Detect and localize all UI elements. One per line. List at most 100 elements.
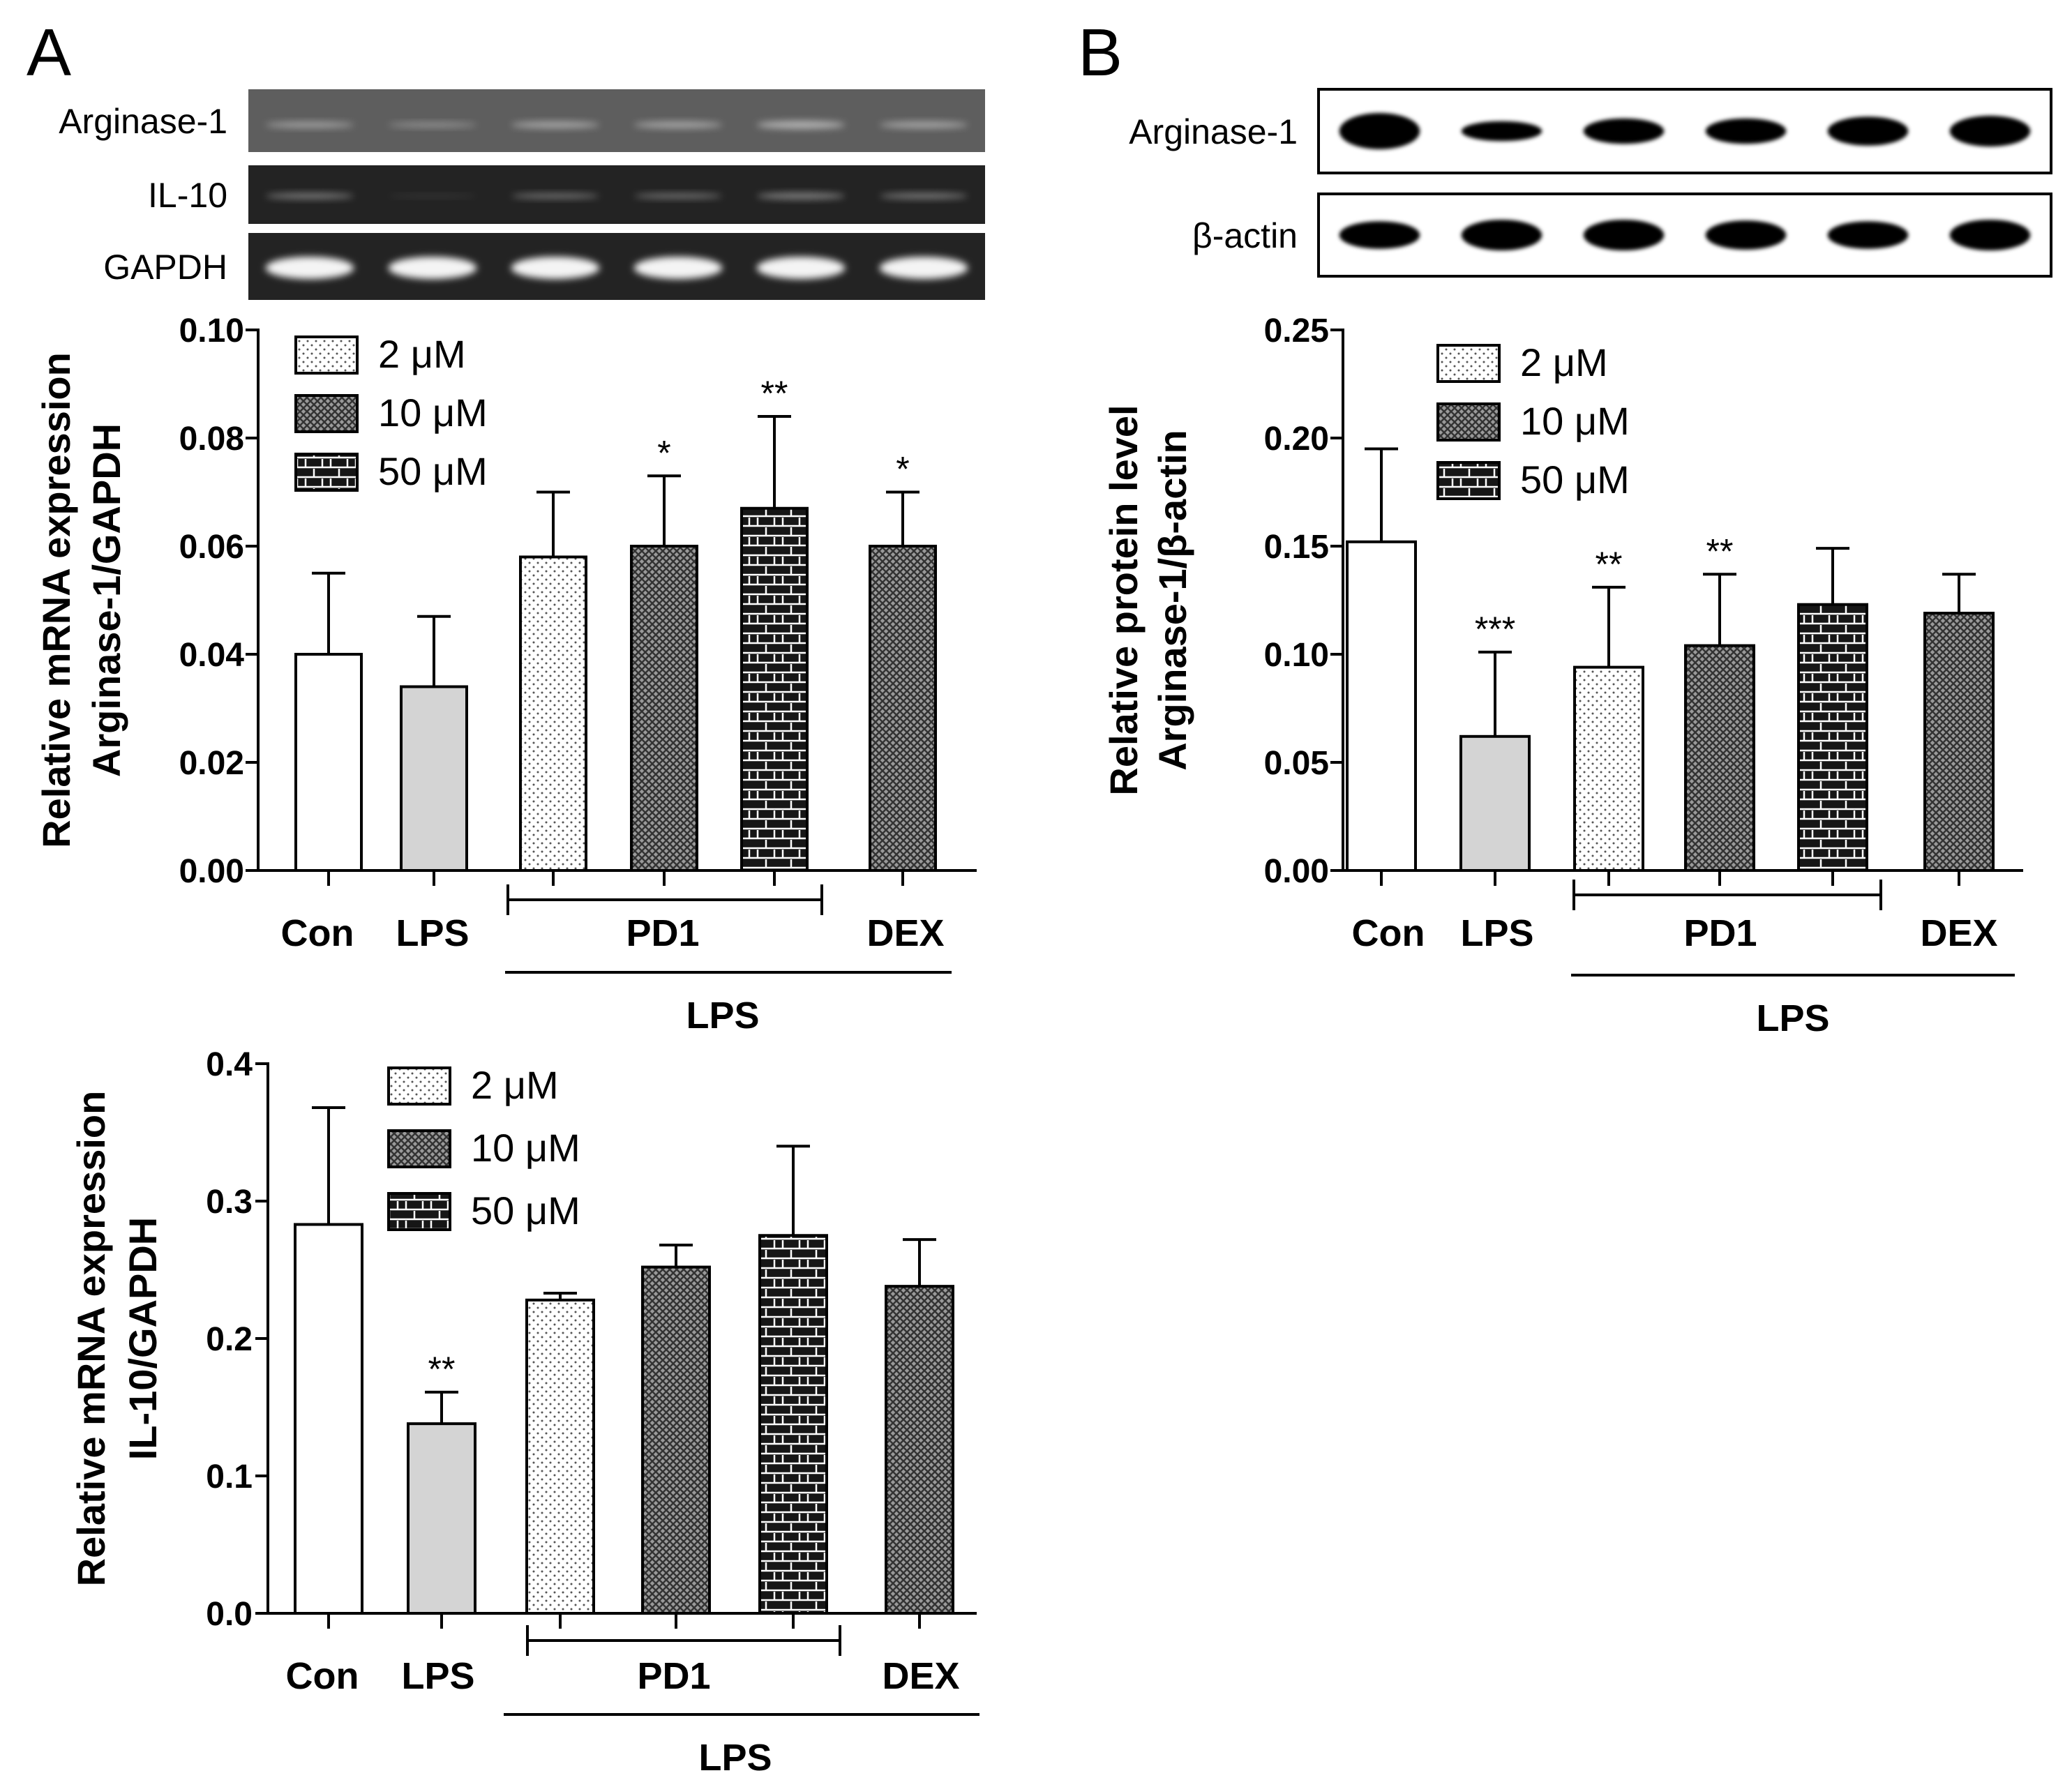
gel-row-label-0: Arginase-1	[59, 102, 227, 141]
y-tick-label: 0.05	[1264, 745, 1329, 782]
legend-label-1: 10 μM	[471, 1126, 580, 1170]
legend-swatch-1	[387, 1129, 451, 1168]
gel-row-0	[1317, 88, 2052, 174]
panel-label-a: A	[27, 15, 71, 90]
bar-4	[740, 506, 809, 872]
gel-band-2-4	[756, 257, 846, 279]
y-tick-label: 0.3	[206, 1184, 253, 1221]
gel-band-0-2	[511, 121, 600, 128]
significance-marker-4: **	[761, 374, 788, 413]
gel-band-1-2	[511, 193, 600, 199]
legend-swatch-2	[1436, 461, 1501, 500]
significance-marker-5: *	[896, 450, 909, 489]
significance-marker-1: **	[428, 1350, 456, 1389]
x-label-con: Con	[1352, 912, 1425, 954]
y-axis-label-line1: Relative mRNA expression	[34, 352, 78, 848]
gel-band-2-1	[388, 257, 477, 279]
bar-chart-arginase-protein: 0.00 0.05 0.10 0.15 0.20 0.25 Relative protein…	[1102, 312, 2023, 1039]
significance-marker-2: **	[1596, 545, 1623, 584]
x-label-lps-group: LPS	[698, 1737, 772, 1779]
gel-row-label-1: IL-10	[148, 176, 227, 215]
gel-band-1-0	[265, 193, 354, 199]
x-label-dex: DEX	[1920, 912, 1997, 954]
blot-band-0-1	[1461, 121, 1542, 142]
x-label-pd1: PD1	[1683, 912, 1757, 954]
legend-label-2: 50 μM	[471, 1189, 580, 1232]
legend-swatch-0	[387, 1066, 451, 1106]
legend-label-0: 2 μM	[378, 332, 466, 376]
significance-marker-3: *	[657, 433, 670, 472]
blot-band-0-3	[1705, 118, 1787, 144]
bar-2	[1573, 665, 1644, 872]
legend-label-0: 2 μM	[1520, 340, 1608, 384]
y-tick-label: 0.00	[1264, 853, 1329, 890]
x-label-dex: DEX	[882, 1655, 959, 1697]
x-label-con: Con	[281, 912, 354, 954]
legend-swatch-0	[1436, 344, 1501, 383]
gel-band-1-4	[756, 193, 846, 199]
blot-band-1-2	[1583, 220, 1665, 250]
y-tick-label: 0.4	[206, 1046, 253, 1083]
gel-band-0-0	[265, 121, 354, 128]
y-tick-label: 0.20	[1264, 421, 1329, 458]
blot-band-1-5	[1949, 220, 2031, 250]
y-axis-label-line2: IL-10/GAPDH	[121, 1217, 165, 1461]
chart-legend: 2 μM 10 μM 50 μM	[1436, 340, 1630, 502]
x-label-lps-group: LPS	[1756, 997, 1829, 1039]
y-tick-label: 0.15	[1264, 529, 1329, 566]
bar-chart-arginase-mrna: 0.00 0.02 0.04 0.06 0.08 0.10 Relative mRNA ex…	[34, 312, 977, 1036]
y-tick-label: 0.1	[206, 1458, 253, 1495]
y-tick-label: 0.10	[1264, 637, 1329, 674]
bar-4	[758, 1234, 828, 1615]
gel-band-1-1	[388, 194, 477, 198]
legend-swatch-2	[387, 1192, 451, 1231]
gel-band-0-4	[756, 121, 846, 129]
y-tick-label: 0.02	[179, 745, 244, 782]
blot-band-0-2	[1583, 118, 1665, 144]
gel-row-0	[248, 89, 985, 152]
blot-band-1-0	[1339, 221, 1420, 249]
bar-1	[407, 1422, 476, 1615]
chart-legend: 2 μM 10 μM 50 μM	[387, 1063, 580, 1232]
blot-band-0-0	[1339, 113, 1420, 149]
blot-band-1-4	[1827, 221, 1909, 249]
blot-band-1-1	[1461, 220, 1542, 250]
gel-image-panel-a: Arginase-1 IL-10 GAPDH	[59, 89, 985, 300]
bar-1	[1459, 734, 1531, 873]
gel-row-1	[1317, 193, 2052, 278]
bar-0	[1346, 540, 1417, 872]
bar-2	[519, 555, 587, 872]
x-label-lps: LPS	[1460, 912, 1533, 954]
legend-label-1: 10 μM	[1520, 399, 1630, 443]
x-label-dex: DEX	[866, 912, 944, 954]
bar-3	[1684, 644, 1755, 872]
gel-row-2	[248, 233, 985, 300]
bar-1	[400, 685, 468, 872]
panel-label-b: B	[1078, 15, 1123, 90]
x-label-lps-group: LPS	[686, 995, 759, 1036]
x-label-lps: LPS	[396, 912, 469, 954]
chart-legend: 2 μM 10 μM 50 μM	[294, 332, 488, 493]
bar-4	[1797, 603, 1868, 872]
bar-0	[294, 653, 363, 872]
y-tick-label: 0.0	[206, 1596, 253, 1633]
significance-marker-3: **	[1706, 531, 1734, 571]
legend-label-1: 10 μM	[378, 391, 488, 435]
legend-swatch-1	[294, 394, 359, 433]
legend-label-2: 50 μM	[378, 449, 488, 493]
gel-band-0-3	[633, 121, 723, 128]
bar-5	[869, 545, 937, 872]
gel-band-2-5	[879, 257, 968, 279]
gel-row-1	[248, 165, 985, 224]
gel-band-0-5	[879, 121, 968, 128]
y-tick-label: 0.10	[179, 312, 244, 349]
x-label-pd1: PD1	[626, 912, 699, 954]
y-tick-label: 0.08	[179, 421, 244, 458]
legend-swatch-1	[1436, 402, 1501, 442]
gel-band-1-3	[633, 193, 723, 199]
y-tick-label: 0.06	[179, 529, 244, 566]
gel-band-1-5	[879, 193, 968, 199]
bar-0	[294, 1223, 363, 1615]
bar-5	[885, 1285, 954, 1615]
